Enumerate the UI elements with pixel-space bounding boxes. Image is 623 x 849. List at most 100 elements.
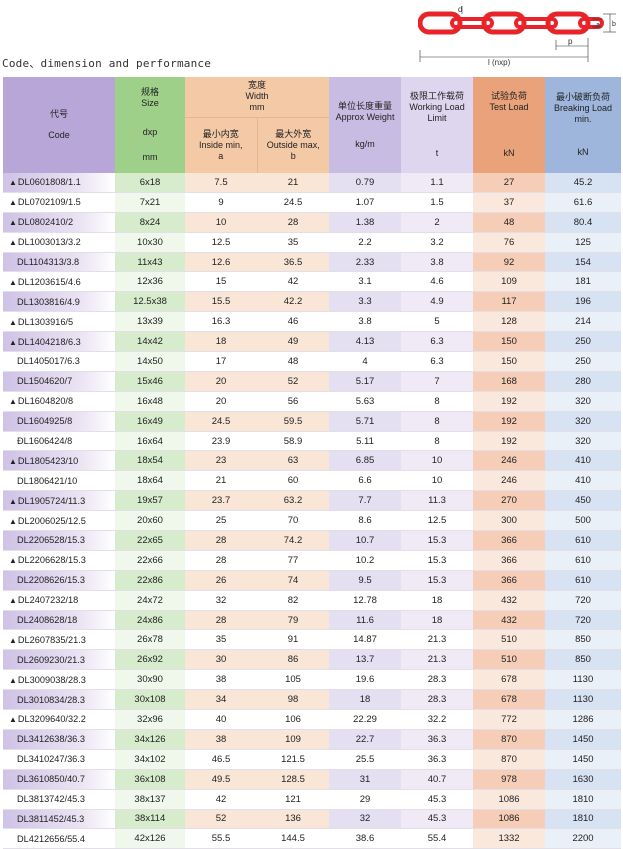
cell-test: 150	[473, 351, 546, 372]
cell-inside: 28	[185, 610, 257, 631]
cell-outside: 35	[257, 232, 330, 253]
header-code-en: Code	[48, 130, 70, 140]
cell-inside: 23.9	[185, 431, 257, 452]
code-text: DL0802410/2	[17, 217, 74, 228]
code-text: DL1104313/3.8	[17, 257, 80, 267]
triangle-marker-icon: ▲	[9, 675, 17, 685]
code-text: DL1003013/3.2	[17, 237, 81, 248]
table-row: ▲DL2407232/18 24x72 32 82 12.78 18 432 720	[3, 590, 622, 611]
cell-wll: 11.3	[401, 490, 474, 512]
cell-weight: 14.87	[329, 629, 402, 651]
cell-code: ▲DL2407232/18	[3, 590, 115, 611]
cell-breaking: 2200	[545, 828, 622, 849]
table-row: DL4212656/55.4 42x126 55.5 144.5 38.6 55.4 133…	[3, 828, 622, 849]
cell-inside: 18	[185, 331, 257, 353]
table-row: ▲DL0702109/1.5 7x21 9 24.5 1.07 1.5 37 61.6	[3, 192, 622, 213]
table-row: ▲DL1203615/4.6 12x36 15 42 3.1 4.6 109 181	[3, 271, 622, 293]
cell-breaking: 450	[545, 490, 622, 512]
cell-size: 14x42	[115, 331, 185, 353]
cell-weight: 32	[329, 809, 402, 830]
header-size-en: Size	[141, 98, 159, 108]
triangle-marker-icon: ▲	[9, 496, 17, 506]
cell-breaking: 154	[545, 252, 622, 273]
cell-test: 128	[473, 311, 546, 333]
code-text: DL2407232/18	[17, 595, 79, 606]
table-row: DL3811452/45.3 38x114 52 136 32 45.3 1086 1810	[3, 809, 622, 830]
cell-inside: 32	[185, 590, 257, 611]
cell-test: 366	[473, 530, 546, 551]
cell-outside: 59.5	[257, 411, 330, 432]
cell-outside: 46	[257, 311, 330, 333]
cell-breaking: 250	[545, 351, 622, 372]
table-row: ▲DL1303916/5 13x39 16.3 46 3.8 5 128 214	[3, 311, 622, 333]
cell-test: 510	[473, 629, 546, 651]
cell-breaking: 196	[545, 291, 622, 313]
cell-size: 16x48	[115, 391, 185, 412]
diagram-label-p: p	[568, 37, 573, 46]
diagram-label-a: a	[596, 22, 600, 29]
cell-code: DL3811452/45.3	[3, 809, 115, 830]
cell-size: 11x43	[115, 252, 185, 273]
cell-inside: 15.5	[185, 291, 257, 313]
cell-code: DL2208626/15.3	[3, 570, 115, 591]
cell-breaking: 410	[545, 450, 622, 472]
cell-outside: 36.5	[257, 252, 330, 273]
cell-code: ▲DL2607835/21.3	[3, 629, 115, 651]
cell-inside: 20	[185, 371, 257, 392]
cell-breaking: 720	[545, 610, 622, 631]
cell-size: 22x86	[115, 570, 185, 591]
header-weight-unit: kg/m	[355, 138, 375, 149]
cell-test: 432	[473, 610, 546, 631]
cell-size: 30x90	[115, 669, 185, 691]
cell-code: ▲DL0702109/1.5	[3, 192, 115, 213]
header-wll-en2: Limit	[427, 113, 447, 123]
cell-wll: 28.3	[401, 669, 474, 691]
cell-weight: 29	[329, 789, 402, 810]
cell-breaking: 320	[545, 411, 622, 432]
header-breaking-cn: 最小破断负荷	[556, 92, 611, 102]
code-text: DL2408628/18	[17, 615, 78, 626]
cell-outside: 58.9	[257, 431, 330, 452]
code-text: DL3813742/45.3	[17, 794, 85, 805]
header-breaking-en1: Breaking Load	[553, 103, 613, 113]
cell-breaking: 1130	[545, 689, 622, 711]
cell-weight: 3.1	[329, 271, 402, 293]
cell-inside: 28	[185, 530, 257, 551]
cell-wll: 4.9	[401, 291, 474, 313]
cell-size: 26x92	[115, 649, 185, 671]
cell-test: 168	[473, 371, 546, 392]
cell-weight: 22.7	[329, 729, 402, 750]
cell-outside: 86	[257, 649, 330, 671]
cell-outside: 74.2	[257, 530, 330, 551]
cell-inside: 40	[185, 709, 257, 730]
cell-weight: 5.63	[329, 391, 402, 412]
cell-inside: 10	[185, 212, 257, 233]
triangle-marker-icon: ▲	[9, 556, 17, 566]
table-row: DL1504620/7 15x46 20 52 5.17 7 168 280	[3, 371, 622, 392]
cell-breaking: 1630	[545, 769, 622, 790]
cell-code: DL3412638/36.3	[3, 729, 115, 750]
cell-test: 27	[473, 173, 546, 193]
cell-wll: 45.3	[401, 789, 474, 810]
cell-weight: 9.5	[329, 570, 402, 591]
code-text: ÐL1606424/8	[17, 436, 73, 447]
cell-wll: 8	[401, 411, 474, 432]
chain-spec-table: 代号 Code 规格 Size dxp mm 宽度 Width mm 单位长度重…	[3, 77, 622, 849]
code-text: DL1905724/11.3	[17, 495, 86, 506]
cell-size: 19x57	[115, 490, 185, 512]
cell-size: 36x108	[115, 769, 185, 790]
cell-weight: 11.6	[329, 610, 402, 631]
cell-outside: 52	[257, 371, 330, 392]
code-text: DL4212656/55.4	[17, 833, 85, 844]
cell-code: DL3010834/28.3	[3, 689, 115, 711]
header-width-en: Width	[245, 91, 269, 102]
cell-outside: 106	[257, 709, 330, 730]
table-row: ▲DL1404218/6.3 14x42 18 49 4.13 6.3 150 250	[3, 331, 622, 353]
cell-outside: 79	[257, 610, 330, 631]
cell-size: 34x126	[115, 729, 185, 750]
cell-wll: 21.3	[401, 649, 474, 671]
triangle-marker-icon: ▲	[9, 715, 17, 725]
cell-test: 192	[473, 391, 546, 412]
cell-breaking: 280	[545, 371, 622, 392]
table-row: DL1405017/6.3 14x50 17 48 4 6.3 150 250	[3, 351, 622, 372]
